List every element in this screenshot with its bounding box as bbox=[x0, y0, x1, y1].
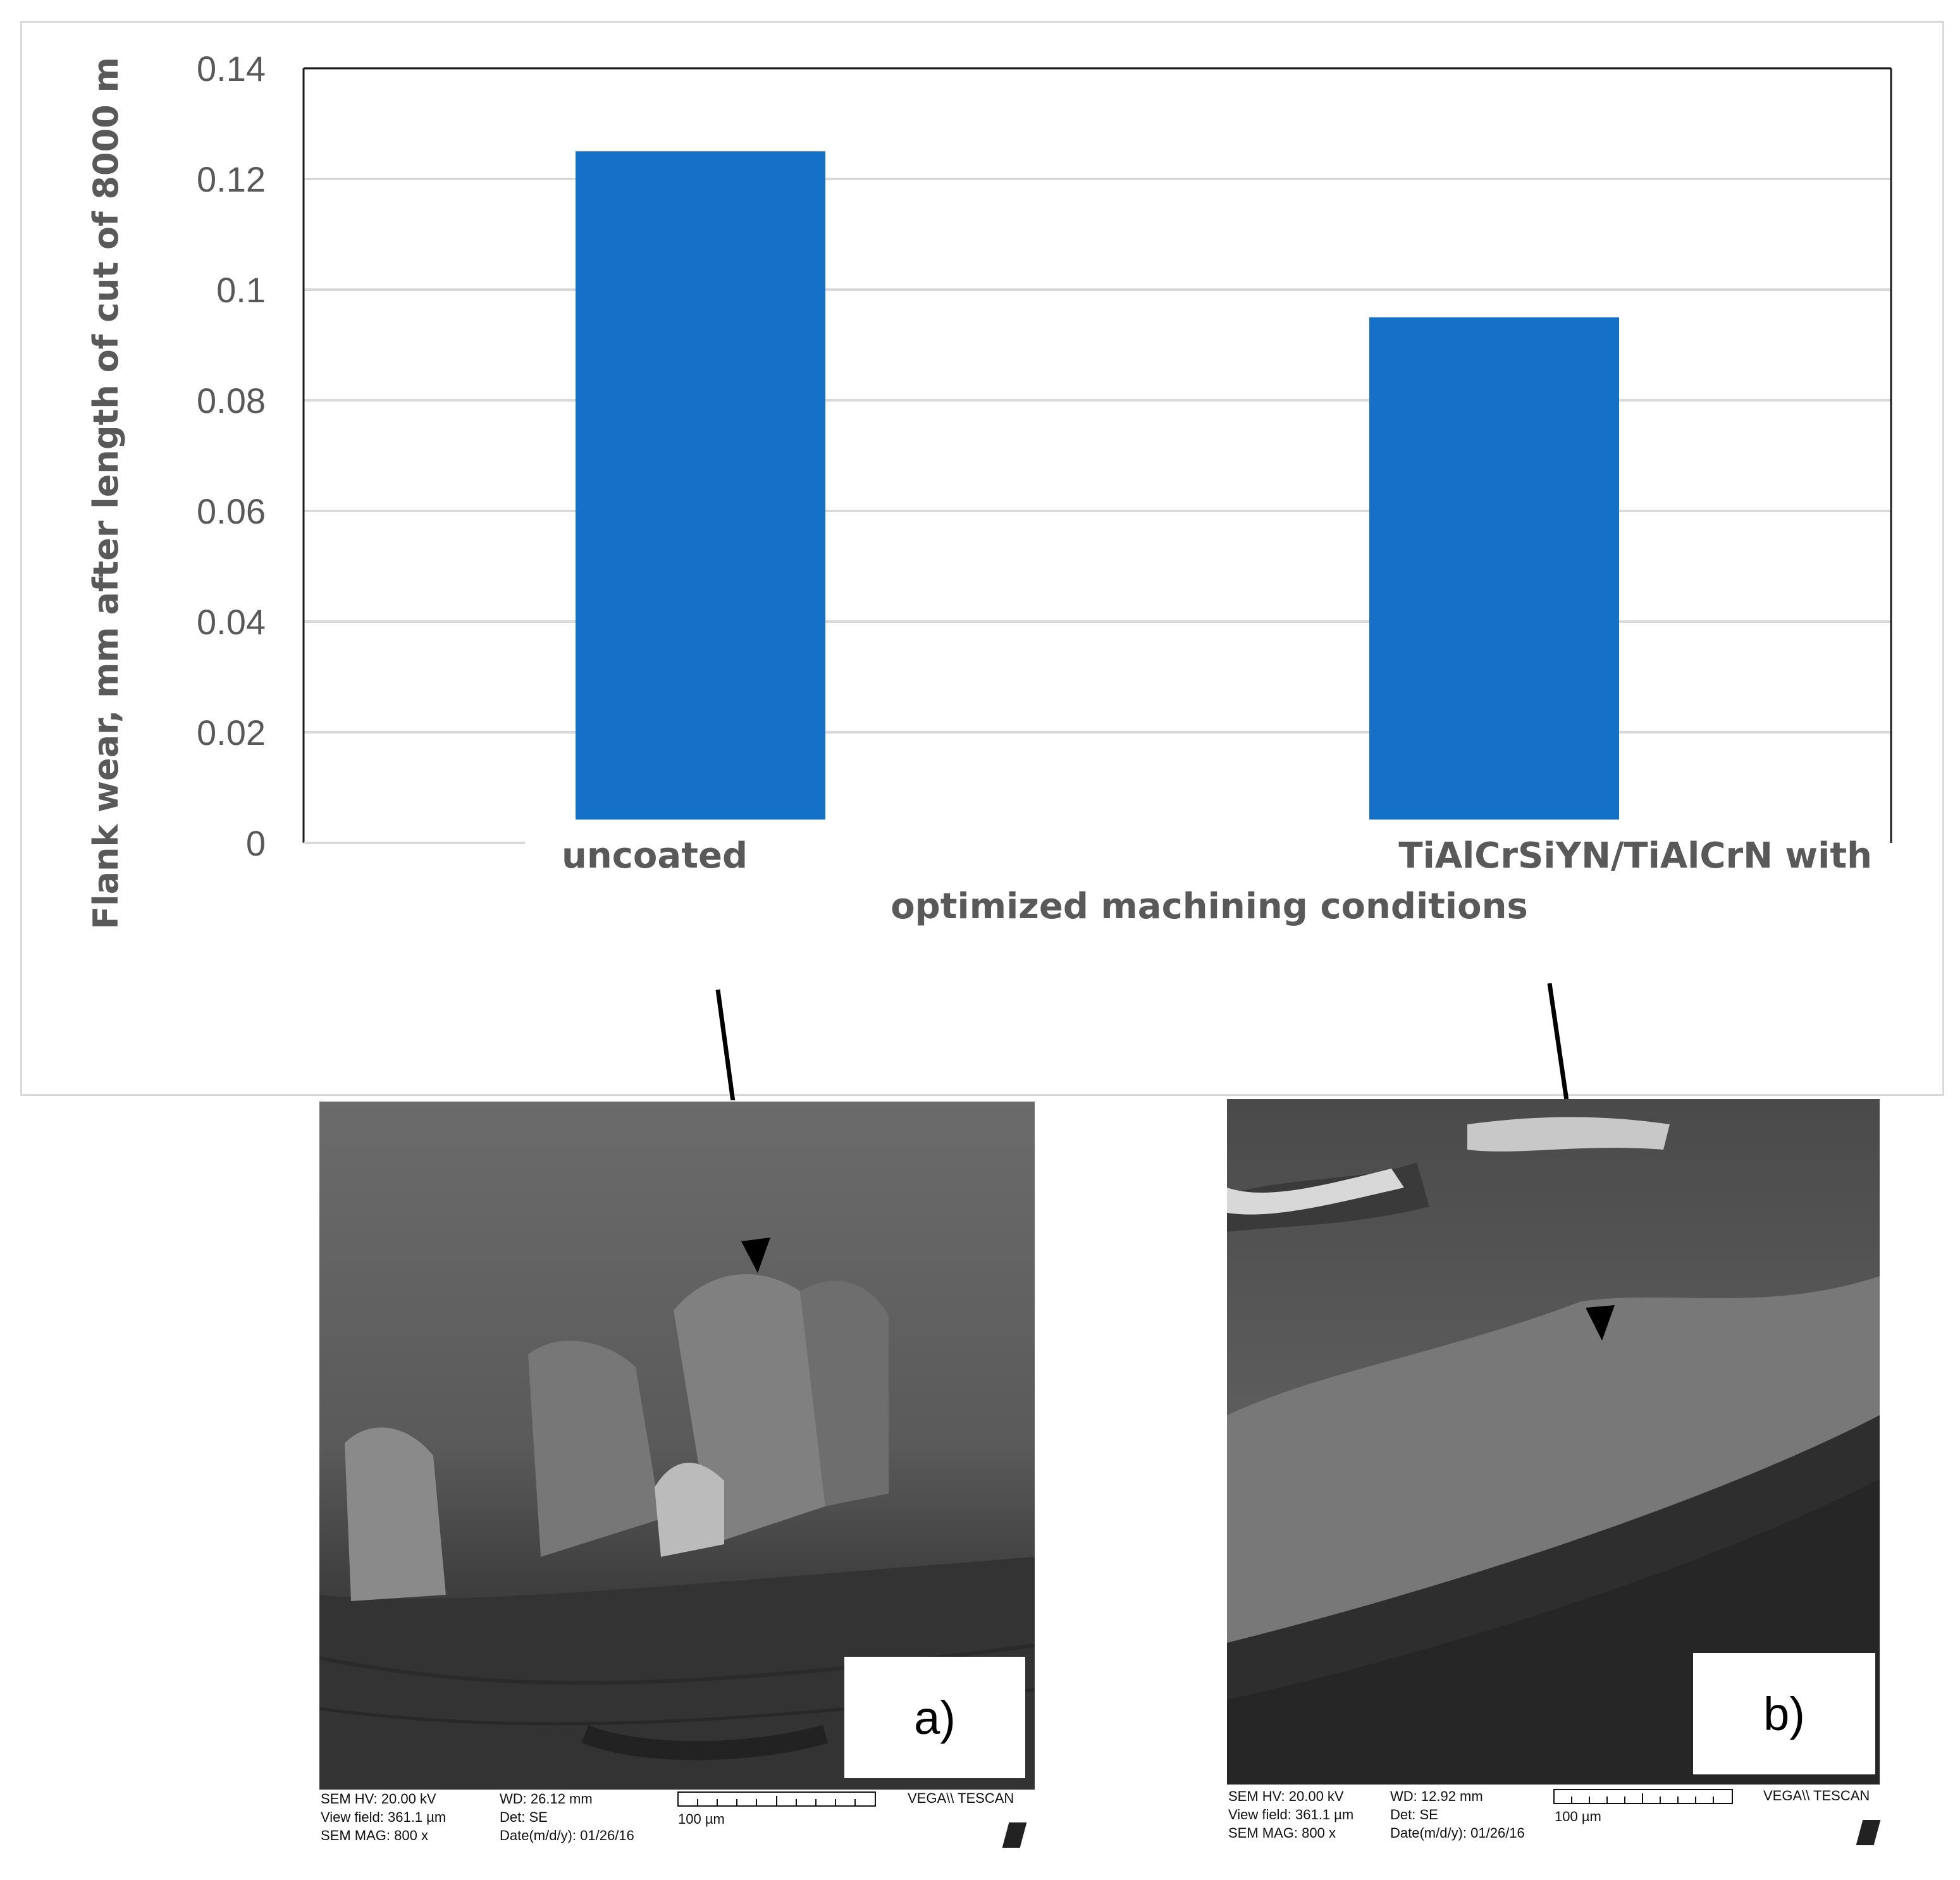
bar-chart: 0 0.02 0.04 0.06 0.08 0.1 0.12 0.14 uncoated TiAl… bbox=[86, 49, 1892, 1100]
meta-line: WD: 26.12 mm bbox=[500, 1791, 593, 1807]
tescan-logo-icon-b bbox=[1856, 1820, 1881, 1845]
sem-image-b: b) bbox=[1227, 1099, 1880, 1785]
y-tick-label: 0.1 bbox=[216, 270, 266, 310]
meta-line: SEM MAG: 800 x bbox=[1228, 1825, 1336, 1841]
meta-line: Date(m/d/y): 01/26/16 bbox=[1390, 1825, 1525, 1841]
meta-line: SEM HV: 20.00 kV bbox=[1228, 1788, 1344, 1804]
chart-frame bbox=[20, 21, 1944, 1096]
sem-meta-mid-b: WD: 12.92 mm Det: SE Date(m/d/y): 01/26/16 bbox=[1390, 1787, 1525, 1842]
panel-label-a-text: a) bbox=[914, 1691, 956, 1744]
x-category-label: optimized machining conditions bbox=[891, 886, 1528, 927]
panel-label-b: b) bbox=[1693, 1653, 1875, 1774]
scale-label-a: 100 µm bbox=[678, 1811, 725, 1827]
scale-label-b: 100 µm bbox=[1555, 1809, 1601, 1824]
y-tick-label: 0.12 bbox=[197, 159, 266, 199]
x-category-label: uncoated bbox=[562, 835, 748, 876]
arrow-a-shaft bbox=[715, 989, 736, 1100]
sem-brand-b: VEGA\\ TESCAN bbox=[1763, 1788, 1870, 1803]
bar-2 bbox=[1369, 317, 1619, 820]
sem-meta-left-a: SEM HV: 20.00 kV View field: 361.1 µm SEM … bbox=[321, 1790, 446, 1845]
sem-meta-left-b: SEM HV: 20.00 kV View field: 361.1 µm SEM … bbox=[1228, 1787, 1353, 1842]
y-axis-title: Flank wear, mm after length of cut of 80… bbox=[86, 57, 126, 930]
arrow-b-shaft bbox=[1547, 983, 1569, 1100]
meta-line: Det: SE bbox=[1390, 1807, 1438, 1822]
meta-line: View field: 361.1 µm bbox=[1228, 1807, 1354, 1822]
arrow-a-head bbox=[741, 1238, 770, 1273]
y-tick-label: 0.04 bbox=[197, 602, 266, 642]
bar-1 bbox=[576, 151, 825, 820]
sem-meta-mid-a: WD: 26.12 mm Det: SE Date(m/d/y): 01/26/16 bbox=[500, 1790, 634, 1845]
sem-brand-a: VEGA\\ TESCAN bbox=[908, 1790, 1014, 1806]
meta-line: View field: 361.1 µm bbox=[321, 1809, 447, 1825]
panel-label-b-text: b) bbox=[1763, 1687, 1805, 1740]
meta-line: SEM HV: 20.00 kV bbox=[321, 1791, 436, 1807]
scale-bar-b bbox=[1553, 1789, 1733, 1804]
y-tick-label: 0.06 bbox=[197, 491, 266, 531]
meta-line: WD: 12.92 mm bbox=[1390, 1788, 1483, 1804]
y-tick-label: 0.08 bbox=[197, 381, 266, 421]
sem-image-a: a) bbox=[319, 1102, 1035, 1790]
x-category-label: TiAlCrSiYN/TiAlCrN with bbox=[1398, 835, 1872, 876]
scale-bar-a bbox=[677, 1791, 876, 1807]
meta-line: Date(m/d/y): 01/26/16 bbox=[500, 1828, 634, 1843]
y-tick-label: 0.14 bbox=[197, 49, 266, 89]
y-tick-label: 0.02 bbox=[197, 713, 266, 753]
arrow-b-head bbox=[1586, 1305, 1615, 1341]
meta-line: Det: SE bbox=[500, 1809, 548, 1825]
panel-label-a: a) bbox=[844, 1657, 1025, 1778]
y-tick-label: 0 bbox=[246, 823, 266, 863]
tescan-logo-icon-a bbox=[1002, 1822, 1027, 1848]
meta-line: SEM MAG: 800 x bbox=[321, 1828, 428, 1843]
